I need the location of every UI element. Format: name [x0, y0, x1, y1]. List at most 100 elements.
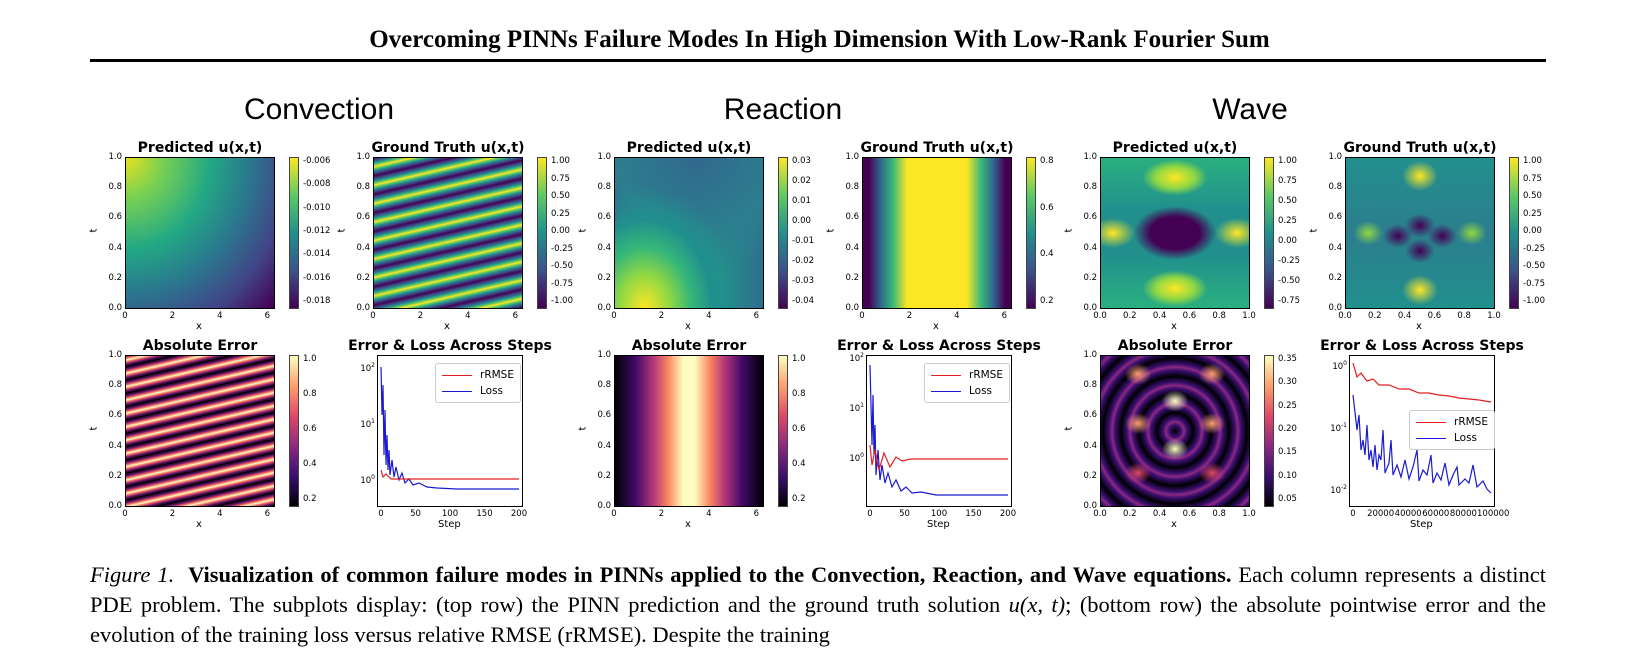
y-tick: 0.6 — [845, 212, 859, 223]
x-tick: 0.0 — [1338, 311, 1352, 321]
y-axis-label: t — [577, 228, 589, 233]
reac_pred-title: Predicted u(x,t) — [626, 140, 752, 156]
y-tick: 0.8 — [597, 380, 611, 391]
x-tick: 0 — [378, 509, 384, 519]
colorbar-tick: 0.00 — [551, 226, 570, 236]
caption-text-2: ; — [1065, 592, 1072, 617]
conv_err-heatmap — [125, 355, 275, 507]
section-title-convection: Convection — [243, 93, 395, 126]
colorbar-tick: 0.03 — [792, 156, 811, 166]
x-tick: 6 — [264, 509, 270, 519]
colorbar-tick: 0.6 — [1040, 202, 1054, 213]
convection-legend: rRMSE Loss — [435, 363, 521, 403]
colorbar-tick: 0.10 — [1278, 470, 1297, 481]
y-tick: 0.8 — [1328, 182, 1342, 193]
colorbar-tick: -0.016 — [303, 272, 331, 283]
x-tick: 0 — [1350, 509, 1356, 519]
colorbar-tick: 0.8 — [1040, 156, 1054, 166]
colorbar-tick: -0.50 — [1278, 276, 1300, 286]
legend-label: rRMSE — [480, 369, 514, 381]
loss-line — [1352, 394, 1492, 494]
rrmse-line — [1352, 362, 1492, 403]
colorbar-tick: -0.018 — [303, 296, 331, 306]
conv_gt-heatmap — [373, 157, 523, 309]
x-tick: 2 — [169, 311, 176, 321]
x-tick: 0 — [122, 311, 128, 321]
colorbar-tick: 0.4 — [303, 459, 317, 469]
y-tick: 1.0 — [108, 350, 122, 360]
x-tick: 0 — [611, 311, 617, 321]
conv_pred-heatmap — [125, 157, 275, 309]
reac_err-heatmap — [614, 355, 764, 507]
legend-entry-rrmse: rRMSE — [442, 367, 514, 383]
x-tick: 6 — [753, 311, 759, 321]
x-tick: 0.0 — [1093, 311, 1107, 321]
x-tick: 20000 — [1367, 509, 1395, 519]
x-tick: 150 — [476, 509, 493, 519]
y-tick: 0.6 — [597, 410, 611, 421]
y-tick: 1.0 — [597, 350, 611, 360]
x-axis-label: x — [1171, 519, 1177, 530]
page-header-title: Overcoming PINNs Failure Modes In High D… — [369, 26, 1270, 53]
legend-swatch — [931, 390, 961, 392]
colorbar-tick: 0.75 — [551, 173, 570, 184]
figure-caption: Figure 1. Visualization of common failur… — [90, 560, 1546, 650]
x-tick: 0 — [370, 311, 376, 321]
colorbar-tick: 0.75 — [1523, 173, 1542, 184]
reaction-loss-curves — [869, 364, 1008, 496]
colorbar-tick: 0.25 — [1278, 400, 1297, 411]
loss-line — [869, 364, 1008, 496]
x-axis-label: x — [444, 321, 450, 332]
x-tick: 50 — [410, 509, 421, 519]
x-tick: 6 — [512, 311, 518, 321]
x-tick: 6 — [264, 311, 270, 321]
x-axis-label: x — [933, 321, 939, 332]
y-tick: 1.0 — [1083, 350, 1097, 360]
x-tick: 2 — [906, 311, 913, 321]
colorbar-tick: 0.2 — [303, 494, 317, 504]
conv_err-colorbar — [289, 355, 299, 507]
colorbar-tick: 0.25 — [1278, 216, 1297, 226]
x-tick: 200 — [999, 509, 1017, 519]
x-tick: 0 — [611, 509, 617, 519]
x-tick: 0.0 — [1093, 509, 1107, 519]
wave-legend: rRMSE Loss — [1409, 410, 1495, 450]
y-tick: 0.4 — [1083, 440, 1097, 451]
legend-label: Loss — [1454, 432, 1478, 444]
colorbar-tick: 0.30 — [1278, 377, 1297, 388]
x-tick: 6 — [753, 509, 759, 519]
y-tick: 1.0 — [597, 152, 611, 162]
y-tick: 0.4 — [1328, 242, 1342, 253]
x-tick: 100 — [441, 509, 459, 519]
wave_gt-heatmap — [1345, 157, 1495, 309]
colorbar-tick: 0.25 — [1523, 208, 1542, 219]
y-tick: 0.2 — [845, 272, 859, 283]
y-tick: 0.6 — [1328, 212, 1342, 223]
colorbar-tick: 0.01 — [792, 196, 811, 206]
legend-entry-loss: Loss — [1416, 430, 1488, 446]
caption-math: u(x, t) — [1008, 592, 1066, 617]
legend-entry-rrmse: rRMSE — [931, 367, 1003, 383]
caption-bold: Visualization of common failure modes in… — [188, 562, 1232, 587]
wave_err-heatmap — [1100, 355, 1250, 507]
colorbar-tick: -0.75 — [1523, 278, 1545, 289]
y-tick: 0.0 — [597, 501, 611, 511]
y-tick: 0.2 — [108, 272, 122, 283]
section-title-reaction: Reaction — [723, 93, 843, 126]
x-tick: 1.0 — [1242, 509, 1256, 519]
colorbar-tick: 0.2 — [792, 494, 806, 504]
legend-label: Loss — [969, 385, 993, 397]
rrmse-line — [869, 444, 1008, 471]
colorbar-tick: 0.50 — [551, 191, 570, 201]
header-rule — [90, 59, 1546, 62]
x-tick: 80000 — [1449, 509, 1477, 519]
colorbar-tick: -0.50 — [551, 261, 573, 271]
reac_gt-colorbar — [1026, 157, 1036, 309]
colorbar-tick: 1.00 — [1278, 156, 1297, 166]
y-tick: 1.0 — [845, 152, 859, 162]
x-tick: 60000 — [1422, 509, 1450, 519]
x-tick: 2 — [417, 311, 424, 321]
x-tick: 4 — [706, 509, 712, 519]
x-tick: 4 — [465, 311, 471, 321]
colorbar-tick: 1.00 — [1523, 156, 1542, 166]
